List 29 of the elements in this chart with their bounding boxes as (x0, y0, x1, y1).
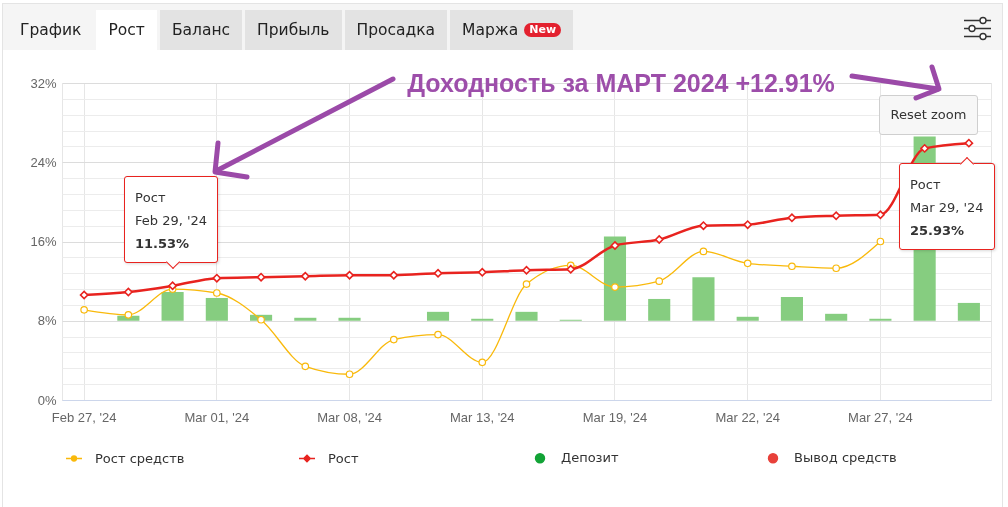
legend-label: Рост (328, 450, 359, 466)
x-tick-label: Mar 19, '24 (582, 409, 648, 425)
tab: Рост (96, 10, 157, 50)
tab-label: График (19, 20, 83, 41)
x-tick-label: Mar 08, '24 (317, 409, 382, 425)
x-tick-label: Mar 13, '24 (449, 409, 515, 425)
tooltip: Рост Feb 29, '24 11.53% (124, 176, 219, 263)
y-tick-label: 0% (37, 392, 57, 408)
tab: Прибыль (245, 10, 342, 50)
x-tick-label: Feb 27, '24 (51, 409, 117, 425)
legend-label: Рост средств (95, 450, 185, 466)
y-tick-label: 32% (30, 75, 57, 91)
button: Reset zoom (879, 95, 978, 135)
tab: Маржа New (450, 10, 574, 50)
tab: Баланс (159, 10, 243, 50)
legend-label: Вывод средств (794, 450, 897, 466)
x-tick-label: Mar 27, '24 (848, 409, 913, 425)
badge: New (524, 23, 562, 37)
annotation: Рост Feb 29, '24 11.53% (135, 189, 208, 253)
chart-title: Доходность за МАРТ 2024 +12.91% (407, 69, 835, 97)
tooltip: Рост Mar 29, '24 25.93% (899, 163, 995, 250)
y-tick-label: 16% (30, 234, 57, 249)
y-tick-label: 24% (30, 154, 57, 170)
x-tick-label: Mar 22, '24 (715, 409, 781, 425)
y-tick-label: 8% (37, 313, 57, 329)
legend-label: Депозит (561, 450, 619, 466)
annotation: Рост Mar 29, '24 25.93% (910, 176, 984, 240)
x-tick-label: Mar 01, '24 (184, 409, 250, 425)
tab: Просадка (344, 10, 448, 50)
